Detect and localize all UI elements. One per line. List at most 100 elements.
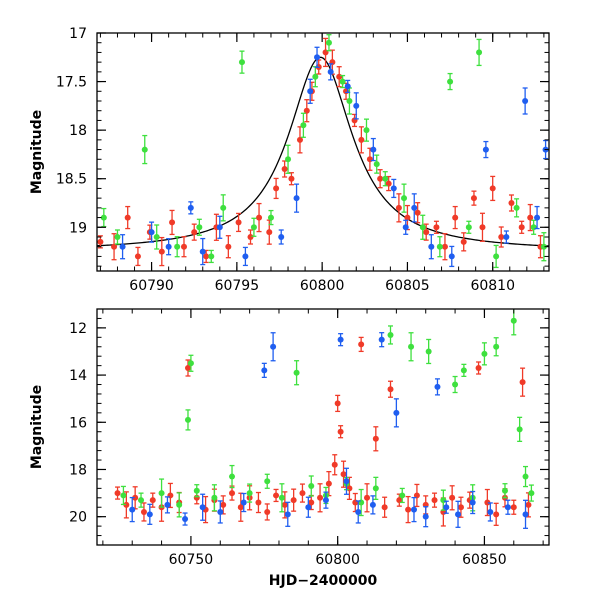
data-point-red bbox=[191, 223, 198, 241]
data-point-red bbox=[180, 236, 187, 258]
y-tick-label: 17 bbox=[69, 26, 87, 42]
data-point-green bbox=[100, 207, 107, 228]
x-tick-label: 60805 bbox=[385, 278, 430, 294]
data-point-green bbox=[452, 375, 459, 394]
data-point-red bbox=[387, 380, 394, 398]
x-tick-label: 60810 bbox=[470, 278, 515, 294]
data-point-green bbox=[408, 332, 415, 362]
data-point-blue bbox=[522, 499, 529, 529]
data-point-blue bbox=[217, 500, 224, 524]
data-point-red bbox=[281, 491, 288, 519]
y-tick-label: 18 bbox=[69, 123, 87, 139]
y-tick-label: 18 bbox=[69, 462, 87, 478]
data-point-green bbox=[460, 363, 467, 378]
data-point-red bbox=[149, 492, 156, 508]
data-point-red bbox=[296, 126, 303, 154]
data-point-blue bbox=[344, 79, 351, 94]
data-point-blue bbox=[216, 215, 223, 239]
data-point-green bbox=[465, 220, 472, 234]
data-point-blue bbox=[428, 234, 435, 260]
data-point-red bbox=[498, 226, 505, 248]
data-point-green bbox=[264, 473, 271, 489]
data-point-green bbox=[493, 337, 500, 357]
x-axis-label: HJD−2400000 bbox=[269, 573, 378, 589]
data-point-red bbox=[158, 236, 165, 267]
y-tick-label: 18.5 bbox=[56, 172, 87, 188]
data-point-blue bbox=[369, 495, 376, 515]
data-point-red bbox=[364, 483, 371, 513]
data-point-green bbox=[174, 236, 181, 258]
data-point-red bbox=[247, 229, 254, 245]
y-axis-label: Magnitude bbox=[29, 110, 45, 194]
data-point-red bbox=[351, 113, 358, 128]
data-point-green bbox=[401, 183, 408, 213]
data-point-green bbox=[363, 118, 370, 142]
data-point-red bbox=[423, 223, 430, 241]
data-point-red bbox=[489, 175, 496, 202]
data-point-green bbox=[493, 244, 500, 269]
data-point-blue bbox=[534, 205, 541, 230]
model-curve bbox=[97, 56, 549, 247]
data-point-green bbox=[387, 325, 394, 345]
data-point-green bbox=[220, 194, 227, 222]
x-tick-label: 60750 bbox=[169, 552, 214, 568]
data-point-green bbox=[193, 484, 200, 498]
data-point-blue bbox=[522, 87, 529, 115]
data-point-blue bbox=[393, 398, 400, 428]
plot-frame bbox=[96, 32, 550, 272]
data-point-green bbox=[481, 342, 488, 366]
data-point-blue bbox=[411, 193, 418, 223]
data-point-red bbox=[518, 220, 525, 234]
data-point-blue bbox=[322, 491, 329, 509]
data-point-red bbox=[449, 485, 456, 511]
data-point-green bbox=[267, 209, 274, 226]
data-point-blue bbox=[199, 493, 206, 521]
data-point-green bbox=[382, 171, 389, 187]
data-point-red bbox=[527, 203, 534, 232]
data-point-red bbox=[460, 232, 467, 252]
data-point-red bbox=[396, 493, 403, 507]
data-point-green bbox=[114, 229, 121, 245]
data-point-blue bbox=[293, 183, 300, 213]
data-point-red bbox=[493, 502, 500, 526]
data-point-red bbox=[358, 336, 365, 353]
data-point-red bbox=[413, 483, 420, 508]
data-point-blue bbox=[199, 237, 206, 266]
data-point-green bbox=[399, 487, 406, 504]
data-point-blue bbox=[482, 140, 489, 159]
data-point-green bbox=[293, 360, 300, 386]
data-point-red bbox=[395, 193, 402, 223]
data-point-red bbox=[140, 502, 147, 522]
data-point-red bbox=[470, 190, 477, 206]
data-point-blue bbox=[343, 467, 350, 495]
series-blue bbox=[119, 46, 549, 268]
data-point-blue bbox=[434, 378, 441, 396]
data-point-green bbox=[540, 232, 547, 262]
data-point-red bbox=[358, 126, 365, 154]
data-point-blue bbox=[353, 92, 360, 120]
data-point-red bbox=[352, 492, 359, 513]
series-blue bbox=[129, 332, 529, 529]
data-point-green bbox=[120, 485, 127, 506]
y-tick-label: 12 bbox=[69, 321, 87, 337]
data-point-green bbox=[339, 74, 346, 89]
x-tick-label: 60850 bbox=[462, 552, 507, 568]
data-point-green bbox=[153, 224, 160, 250]
data-point-red bbox=[255, 491, 262, 514]
data-point-green bbox=[476, 38, 483, 67]
data-point-red bbox=[317, 483, 324, 513]
data-point-green bbox=[141, 134, 148, 165]
y-tick-label: 17.5 bbox=[56, 75, 87, 91]
data-point-green bbox=[312, 66, 319, 88]
data-point-red bbox=[299, 483, 306, 503]
data-point-blue bbox=[370, 137, 377, 162]
data-point-red bbox=[381, 496, 388, 518]
data-point-green bbox=[373, 154, 380, 174]
x-tick-label: 60800 bbox=[315, 552, 360, 568]
data-point-green bbox=[513, 198, 520, 218]
data-point-green bbox=[158, 478, 165, 508]
data-point-blue bbox=[146, 503, 153, 525]
data-point-green bbox=[246, 483, 253, 503]
plot-area bbox=[97, 34, 549, 269]
